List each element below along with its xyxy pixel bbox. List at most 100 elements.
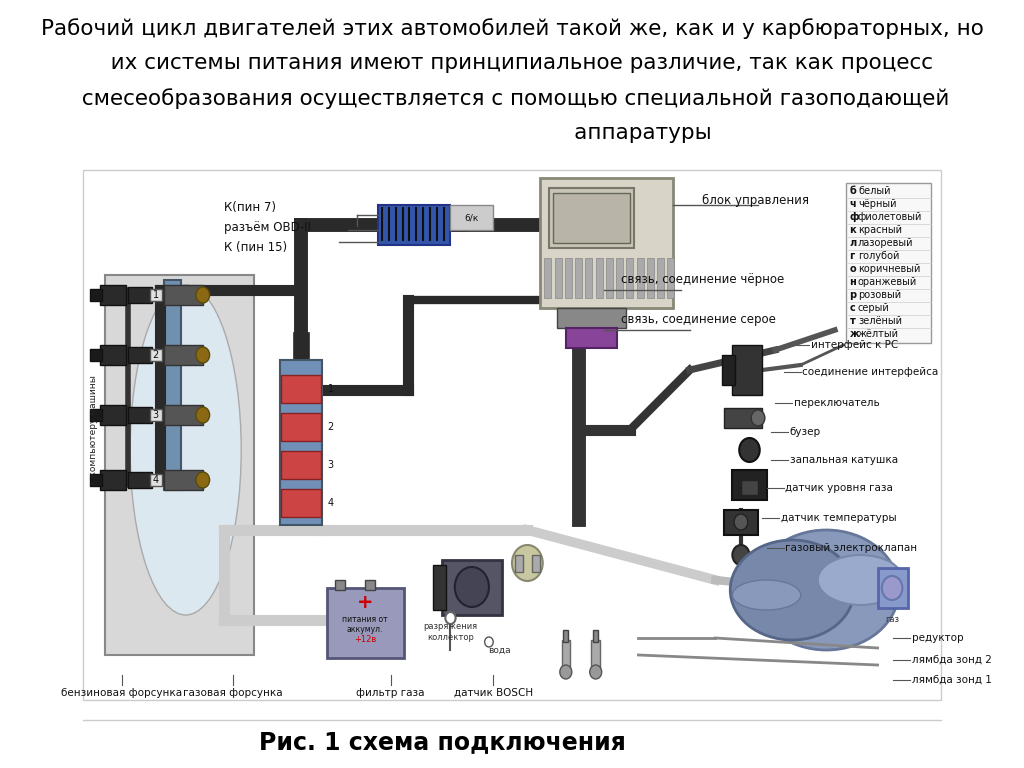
Text: с: с <box>850 303 855 313</box>
Bar <box>549 188 634 248</box>
Text: связь, соединение серое: связь, соединение серое <box>622 313 776 326</box>
Bar <box>732 470 767 500</box>
Bar <box>100 285 126 305</box>
Circle shape <box>732 545 750 565</box>
Bar <box>566 328 617 348</box>
Bar <box>164 280 181 490</box>
Text: вода: вода <box>487 645 511 654</box>
Bar <box>327 588 403 658</box>
Text: 4: 4 <box>153 475 159 485</box>
Text: Рис. 1 схема подключения: Рис. 1 схема подключения <box>258 730 626 754</box>
Text: фиолетовый: фиолетовый <box>858 212 923 222</box>
Text: жёлтый: жёлтый <box>858 329 899 339</box>
Text: их системы питания имеют принципиальное различие, так как процесс: их системы питания имеют принципиальное … <box>90 53 934 73</box>
Bar <box>100 470 126 490</box>
Text: лямбда зонд 2: лямбда зонд 2 <box>911 655 991 665</box>
Circle shape <box>560 665 571 679</box>
Bar <box>596 258 602 298</box>
Bar <box>515 555 523 572</box>
Bar <box>164 405 203 425</box>
Bar <box>846 183 931 343</box>
Bar <box>128 472 152 488</box>
Text: к: к <box>850 225 856 235</box>
Text: 2: 2 <box>153 350 159 360</box>
Bar <box>637 258 643 298</box>
Bar <box>150 289 162 301</box>
Bar <box>531 555 541 572</box>
Bar <box>280 360 323 525</box>
Bar <box>451 205 494 230</box>
Bar <box>150 409 162 421</box>
Ellipse shape <box>732 580 801 610</box>
Bar <box>575 258 582 298</box>
Text: белый: белый <box>858 186 891 196</box>
Ellipse shape <box>130 285 242 615</box>
Text: чёрный: чёрный <box>858 199 896 209</box>
Bar <box>553 193 630 243</box>
Bar <box>557 308 626 328</box>
Text: ф: ф <box>850 212 859 222</box>
Bar <box>563 630 568 642</box>
Bar <box>150 349 162 361</box>
Text: ж: ж <box>850 329 859 339</box>
Bar <box>668 258 674 298</box>
Text: блок управления: блок управления <box>702 194 810 207</box>
Bar <box>90 349 102 361</box>
Bar <box>592 640 600 670</box>
Bar <box>732 345 762 395</box>
Text: г: г <box>850 251 855 261</box>
Circle shape <box>734 514 748 530</box>
Ellipse shape <box>818 555 903 605</box>
Text: фильтр газа: фильтр газа <box>356 688 425 698</box>
Text: оранжевый: оранжевый <box>858 277 918 287</box>
Bar <box>878 568 907 608</box>
Bar <box>282 413 321 441</box>
Bar <box>378 205 451 245</box>
Text: 3: 3 <box>328 460 334 470</box>
Text: лазоревый: лазоревый <box>858 238 913 248</box>
Text: разряжения
коллектор: разряжения коллектор <box>424 622 477 642</box>
Text: газ: газ <box>885 615 899 624</box>
Text: датчик BOSCH: датчик BOSCH <box>454 688 532 698</box>
Circle shape <box>445 612 456 624</box>
Bar <box>647 258 653 298</box>
Text: разъём OBD-II: разъём OBD-II <box>224 221 311 234</box>
Text: б: б <box>850 186 856 196</box>
Circle shape <box>196 287 210 303</box>
Text: розовый: розовый <box>858 290 901 300</box>
Text: К (пин 15): К (пин 15) <box>224 241 288 254</box>
Circle shape <box>196 407 210 423</box>
Text: переключатель: переключатель <box>794 398 880 408</box>
Text: о: о <box>850 264 856 274</box>
Circle shape <box>752 410 765 426</box>
Text: 1: 1 <box>328 384 334 394</box>
Bar <box>724 408 762 428</box>
Bar <box>335 580 345 590</box>
Text: К(пин 7): К(пин 7) <box>224 201 276 214</box>
Bar <box>545 258 551 298</box>
Text: интерфейс к РС: интерфейс к РС <box>811 340 898 350</box>
Bar <box>282 375 321 403</box>
Text: ч: ч <box>850 199 856 209</box>
Bar <box>128 347 152 363</box>
Bar <box>555 258 561 298</box>
Text: аккумул.: аккумул. <box>347 625 383 634</box>
Text: бензиновая форсунка: бензиновая форсунка <box>61 688 182 698</box>
Circle shape <box>590 665 602 679</box>
Bar <box>100 405 126 425</box>
Bar <box>90 289 102 301</box>
Bar <box>586 258 592 298</box>
Text: голубой: голубой <box>858 251 899 261</box>
Text: т: т <box>850 316 855 326</box>
Bar <box>128 287 152 303</box>
Text: серый: серый <box>858 303 890 313</box>
Bar <box>90 474 102 486</box>
Bar <box>606 258 612 298</box>
Bar <box>724 510 758 535</box>
Circle shape <box>882 576 902 600</box>
Text: н: н <box>850 277 856 287</box>
Bar <box>282 451 321 479</box>
Bar <box>541 178 673 308</box>
Text: бузер: бузер <box>790 427 821 437</box>
Bar <box>741 480 758 495</box>
